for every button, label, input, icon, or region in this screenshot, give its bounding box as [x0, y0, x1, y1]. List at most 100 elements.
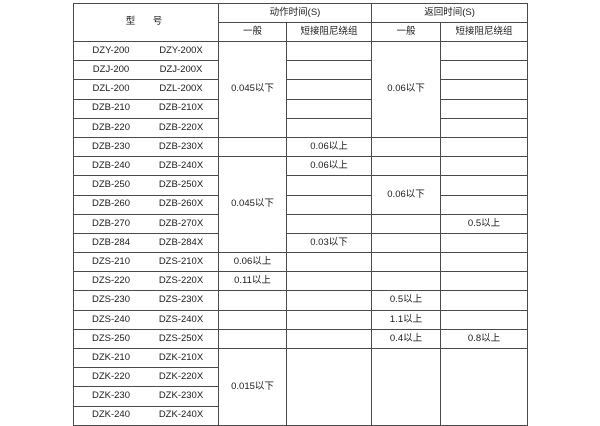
column-header-action-general: 一般 — [218, 22, 287, 42]
model-code-secondary: DZS-220X — [158, 275, 204, 287]
model-cell: DZK-240 DZK-240X — [73, 405, 219, 426]
model-code-primary: DZB-210 — [91, 102, 130, 114]
table-row: DZB-240 DZB-240X 0.045以下 0.06以上 — [73, 156, 529, 254]
return-general-value — [371, 136, 442, 158]
model-code-secondary: DZB-230X — [158, 140, 204, 152]
action-damping-value — [285, 290, 373, 311]
table-header-row-top: 型 号 动作时间(S) 返回时间(S) — [73, 3, 529, 42]
action-damping-value — [371, 232, 442, 254]
action-damping-value — [285, 175, 373, 196]
model-code-secondary: DZY-200X — [159, 44, 203, 56]
table-row: DZJ-200 DZJ-200X — [73, 60, 529, 81]
action-damping-value — [285, 252, 373, 273]
return-general-value: 1.1以上 — [371, 309, 442, 330]
model-code-secondary: DZK-230X — [158, 390, 204, 402]
return-damping-value: 0.8以上 — [440, 328, 529, 350]
model-cell: DZK-230 DZK-230X — [73, 386, 219, 407]
model-cell: DZK-220 DZK-220X — [73, 367, 219, 388]
action-damping-value — [285, 60, 373, 81]
action-damping-value — [285, 98, 373, 119]
model-cell: DZB-250 DZB-250X — [73, 175, 219, 196]
table-row: DZK-220 DZK-220X — [73, 367, 528, 388]
model-cell: DZB-230 DZB-230X — [73, 136, 219, 158]
model-code-secondary: DZJ-200X — [159, 64, 203, 76]
model-cell: DZS-250 DZS-250X — [73, 328, 219, 350]
return-damping-value — [440, 290, 529, 311]
table-row: DZS-250 DZS-250X 0.4以上 0.8以上 — [73, 328, 529, 350]
return-damping-value — [440, 60, 529, 81]
return-damping-value — [440, 348, 529, 426]
action-damping-value: 0.06以上 — [285, 136, 373, 158]
model-code-primary: DZK-210 — [91, 351, 130, 363]
action-general-value: 0.045以下 — [218, 156, 287, 254]
model-code-primary: DZB-284 — [91, 236, 130, 248]
model-code-primary: DZB-270 — [91, 217, 130, 229]
model-code-primary: DZK-240 — [91, 409, 130, 421]
model-code-secondary: DZS-250X — [158, 332, 204, 344]
table-header-row-sub: 一般 短接阻尼绕组 一般 短接阻尼绕组 — [74, 22, 529, 42]
relay-timing-table: 型 号 动作时间(S) 返回时间(S) 一般 短接阻尼绕组 一般 短接阻尼绕组 … — [73, 3, 529, 426]
model-code-secondary: DZK-220X — [158, 371, 204, 383]
table-header: 型 号 动作时间(S) 返回时间(S) 一般 短接阻尼绕组 一般 短接阻尼绕组 — [73, 3, 529, 42]
return-damping-value — [440, 79, 529, 100]
model-code-primary: DZB-250 — [91, 179, 130, 191]
model-code-secondary: DZB-270X — [158, 217, 204, 229]
table-row: DZB-250 DZB-250X 0.06以下 — [73, 175, 529, 215]
action-damping-value: 0.06以上 — [285, 156, 373, 177]
model-cell: DZS-230 DZS-230X — [73, 290, 219, 311]
model-cell: DZS-210 DZS-210X — [73, 252, 219, 273]
model-code-secondary: DZB-210X — [158, 102, 204, 114]
table-row: DZS-230 DZS-230X 0.5以上 — [73, 290, 529, 311]
table-row: DZB-270 DZB-270X 0.5以上 — [73, 213, 529, 234]
action-damping-value — [285, 213, 373, 234]
column-header-return-general: 一般 — [371, 22, 442, 42]
model-code-primary: DZL-200 — [92, 83, 130, 95]
return-damping-value — [440, 136, 529, 158]
action-general-value — [218, 290, 287, 311]
model-cell: DZK-210 DZK-210X — [73, 347, 219, 369]
action-damping-value — [285, 194, 373, 215]
table-row: DZS-220 DZS-220X 0.11以上 — [73, 271, 529, 292]
model-cell: DZS-240 DZS-240X — [73, 309, 219, 330]
table-row: DZS-240 DZS-240X 1.1以上 — [73, 309, 529, 330]
model-code-secondary: DZB-220X — [158, 121, 204, 133]
action-damping-value — [285, 117, 373, 138]
action-general-value — [218, 136, 287, 158]
table-row: DZB-260 DZB-260X — [73, 194, 529, 215]
column-header-model: 型 号 — [73, 3, 219, 42]
table-row: DZB-230 DZB-230X 0.06以上 — [73, 136, 529, 158]
action-general-value: 0.03以下 — [285, 232, 373, 254]
action-general-value: 0.11以上 — [218, 271, 287, 292]
return-general-value: 0.06以下 — [371, 175, 442, 215]
model-cell: DZL-200 DZL-200X — [73, 79, 219, 100]
model-code-secondary: DZL-200X — [159, 83, 203, 95]
return-damping-value — [440, 40, 529, 62]
model-code-primary: DZS-240 — [91, 313, 130, 325]
return-general-value — [371, 271, 442, 292]
model-code-primary: DZS-210 — [91, 255, 130, 267]
model-code-primary: DZS-220 — [91, 275, 130, 287]
model-code-primary: DZB-230 — [91, 140, 130, 152]
table-row: DZB-210 DZB-210X — [73, 98, 529, 119]
return-general-value: 0.4以上 — [371, 328, 442, 350]
action-damping-value — [285, 79, 373, 100]
return-general-value: 0.06以下 — [371, 41, 442, 138]
column-header-return-time: 返回时间(S) — [371, 3, 529, 23]
column-header-action-damping: 短接阻尼绕组 — [285, 22, 373, 42]
model-cell: DZS-220 DZS-220X — [73, 271, 219, 292]
model-code-secondary: DZB-284X — [158, 236, 204, 248]
return-damping-value — [440, 156, 529, 177]
action-general-value — [218, 309, 287, 330]
table-row: DZL-200 DZL-200X — [73, 79, 529, 100]
action-damping-value — [285, 40, 373, 62]
model-code-secondary: DZB-260X — [158, 198, 204, 210]
table-row: DZS-210 DZS-210X 0.06以上 — [73, 252, 529, 273]
model-code-primary: DZS-250 — [91, 332, 130, 344]
model-code-secondary: DZB-240X — [158, 160, 204, 171]
model-code-secondary: DZS-240X — [158, 313, 204, 325]
return-general-value — [371, 156, 442, 177]
action-general-value: 0.015以下 — [218, 348, 287, 426]
model-cell: DZB-210 DZB-210X — [73, 98, 219, 119]
return-damping-value — [440, 98, 529, 119]
return-damping-value — [440, 252, 529, 273]
